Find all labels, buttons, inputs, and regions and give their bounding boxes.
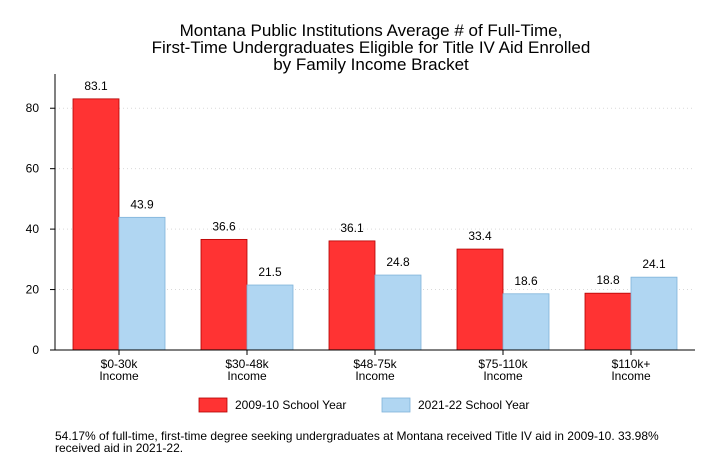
data-label-1-2: 36.6 xyxy=(212,219,236,233)
legend-swatch-1 xyxy=(198,397,228,413)
data-label-2-3: 24.8 xyxy=(386,255,410,269)
y-tick-label-60: 60 xyxy=(26,162,40,176)
bar-2-1 xyxy=(118,216,166,351)
bar-1-4 xyxy=(456,248,504,351)
data-label-2-5: 24.1 xyxy=(642,257,666,271)
axes: 0 20 40 60 80 $0-30k Income $30-48k Income $48-75… xyxy=(26,74,695,383)
bar-2-5 xyxy=(630,276,678,351)
bar-1-1 xyxy=(72,98,120,351)
title-line-3: by Family Income Bracket xyxy=(273,55,469,74)
bar-2-4 xyxy=(502,293,550,351)
x-tick-label-2: $30-48k Income xyxy=(225,357,269,383)
y-tick-label-20: 20 xyxy=(26,283,40,297)
y-tick-label-0: 0 xyxy=(32,343,39,357)
bar-1-5 xyxy=(584,292,632,351)
data-label-2-1: 43.9 xyxy=(130,197,154,211)
x-tick-label-5: $110k+ Income xyxy=(611,357,651,383)
bar-1-2 xyxy=(200,238,248,351)
bar-2-2 xyxy=(246,284,294,351)
data-label-1-3: 36.1 xyxy=(340,221,364,235)
legend-label-2: 2021-22 School Year xyxy=(418,398,529,412)
bars: 83.1 43.9 36.6 21.5 36.1 24.8 33.4 18.6 18.8 24.1 xyxy=(72,79,678,351)
footnote: 54.17% of full-time, first-time degree s… xyxy=(55,429,659,455)
title-line-2: First-Time Undergraduates Eligible for T… xyxy=(152,38,591,57)
title-line-1: Montana Public Institutions Average # of… xyxy=(180,21,563,40)
y-tick-label-40: 40 xyxy=(26,222,40,236)
x-tick-label-1: $0-30k Income xyxy=(99,357,139,383)
x-tick-label-3: $48-75k Income xyxy=(353,357,397,383)
legend-swatch-2 xyxy=(381,397,411,413)
x-tick-label-4: $75-110k Income xyxy=(478,357,528,383)
legend: 2009-10 School Year 2021-22 School Year xyxy=(198,397,529,413)
data-label-1-4: 33.4 xyxy=(468,229,492,243)
data-label-2-4: 18.6 xyxy=(514,274,538,288)
data-label-2-2: 21.5 xyxy=(258,265,282,279)
legend-label-1: 2009-10 School Year xyxy=(235,398,346,412)
bar-2-3 xyxy=(374,274,422,351)
y-tick-label-80: 80 xyxy=(26,101,40,115)
data-label-1-1: 83.1 xyxy=(84,79,108,93)
chart-title: Montana Public Institutions Average # of… xyxy=(152,21,591,74)
bar-1-3 xyxy=(328,240,376,351)
data-label-1-5: 18.8 xyxy=(596,273,620,287)
